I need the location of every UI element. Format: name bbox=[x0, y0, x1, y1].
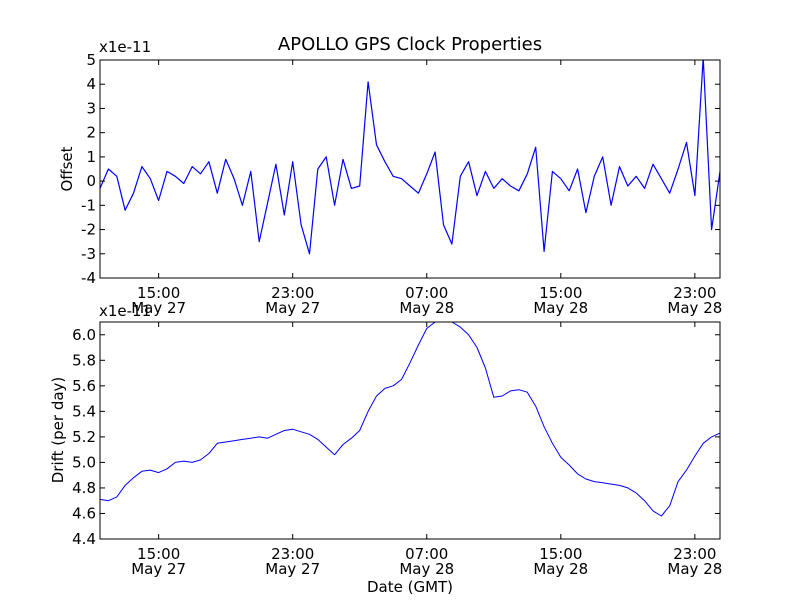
drift-y-tick-label: 5.4 bbox=[72, 402, 96, 420]
drift-x-tick-time-label: 15:00 bbox=[539, 545, 582, 563]
offset-y-tick-label: -1 bbox=[81, 196, 96, 214]
offset-y-tick-label: 2 bbox=[86, 124, 96, 142]
drift-y-tick-label: 4.4 bbox=[72, 530, 96, 548]
drift-x-tick-date-label: May 28 bbox=[533, 560, 588, 578]
drift-x-tick-date-label: May 28 bbox=[667, 560, 722, 578]
offset-x-tick-date-label: May 28 bbox=[667, 299, 722, 317]
drift-panel: x1e-11 Drift (per day) Date (GMT) 4.4 4.6… bbox=[49, 302, 722, 596]
offset-y-tick-label: -4 bbox=[81, 269, 96, 287]
offset-x-tick-date-label: May 27 bbox=[265, 299, 320, 317]
drift-y-scale-label: x1e-11 bbox=[99, 302, 151, 320]
drift-y-tick-label: 4.8 bbox=[72, 479, 96, 497]
offset-x-tick-time-label: 15:00 bbox=[137, 284, 180, 302]
offset-y-tick-label: 5 bbox=[86, 51, 96, 69]
drift-x-tick-date-label: May 27 bbox=[265, 560, 320, 578]
offset-series-line bbox=[100, 60, 720, 255]
offset-x-tick-date-label: May 27 bbox=[131, 299, 186, 317]
offset-y-tick-label: 4 bbox=[86, 75, 96, 93]
drift-y-tick-label: 5.0 bbox=[72, 453, 96, 471]
offset-x-tick-date-label: May 28 bbox=[533, 299, 588, 317]
drift-series-line bbox=[100, 322, 720, 517]
chart-title: APOLLO GPS Clock Properties bbox=[278, 34, 542, 55]
drift-y-tick-label: 5.2 bbox=[72, 428, 96, 446]
drift-x-tick-time-label: 07:00 bbox=[405, 545, 448, 563]
offset-axes-frame bbox=[99, 59, 721, 279]
offset-y-axis-label: Offset bbox=[58, 146, 76, 191]
drift-y-tick-label: 5.6 bbox=[72, 377, 96, 395]
drift-y-tick-label: 5.8 bbox=[72, 351, 96, 369]
drift-x-tick-time-label: 23:00 bbox=[271, 545, 314, 563]
drift-x-tick-time-label: 15:00 bbox=[137, 545, 180, 563]
offset-x-tick-date-label: May 28 bbox=[399, 299, 454, 317]
drift-x-tick-time-label: 23:00 bbox=[673, 545, 716, 563]
offset-y-tick-label: -2 bbox=[81, 221, 96, 239]
offset-panel: APOLLO GPS Clock Properties x1e-11 Offse… bbox=[58, 34, 722, 317]
offset-x-tick-time-label: 23:00 bbox=[271, 284, 314, 302]
drift-x-tick-date-label: May 27 bbox=[131, 560, 186, 578]
offset-y-tick-label: -3 bbox=[81, 245, 96, 263]
drift-y-tick-label: 6.0 bbox=[72, 326, 96, 344]
drift-y-tick-label: 4.6 bbox=[72, 504, 96, 522]
offset-x-tick-time-label: 15:00 bbox=[539, 284, 582, 302]
offset-y-tick-label: 0 bbox=[86, 172, 96, 190]
offset-y-tick-label: 3 bbox=[86, 99, 96, 117]
offset-x-tick-time-label: 07:00 bbox=[405, 284, 448, 302]
x-axis-label: Date (GMT) bbox=[367, 578, 453, 596]
offset-x-tick-time-label: 23:00 bbox=[673, 284, 716, 302]
drift-x-tick-date-label: May 28 bbox=[399, 560, 454, 578]
drift-axes-frame bbox=[99, 321, 721, 540]
offset-y-tick-label: 1 bbox=[86, 148, 96, 166]
offset-y-scale-label: x1e-11 bbox=[99, 38, 151, 56]
drift-y-axis-label: Drift (per day) bbox=[49, 377, 67, 484]
